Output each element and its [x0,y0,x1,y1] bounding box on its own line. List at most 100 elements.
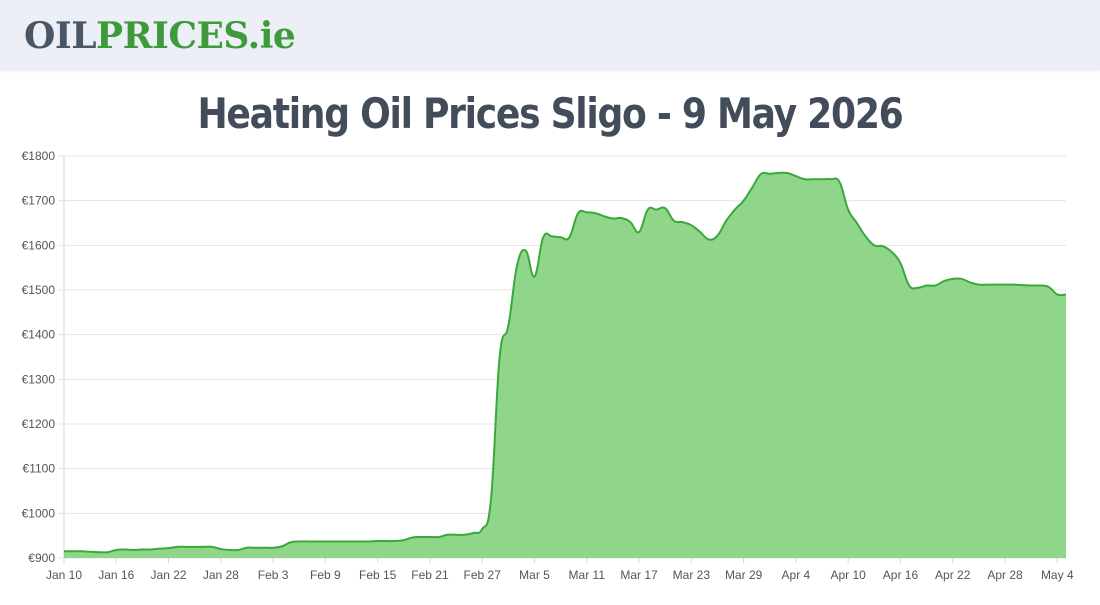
data-point[interactable] [218,546,224,552]
data-point[interactable] [784,170,790,176]
data-point[interactable] [836,179,842,185]
data-point[interactable] [871,242,877,248]
data-point[interactable] [802,176,808,182]
data-point[interactable] [261,545,267,551]
data-point[interactable] [575,210,581,216]
data-point[interactable] [314,538,320,544]
data-point[interactable] [174,544,180,550]
data-point[interactable] [941,278,947,284]
data-point[interactable] [401,537,407,543]
data-point[interactable] [96,549,102,555]
data-point[interactable] [453,532,459,538]
data-point[interactable] [915,285,921,291]
data-point[interactable] [845,207,851,213]
data-point[interactable] [1019,282,1025,288]
data-point[interactable] [810,176,816,182]
data-point[interactable] [157,546,163,552]
data-point[interactable] [444,532,450,538]
data-point[interactable] [697,229,703,235]
data-point[interactable] [671,218,677,224]
data-point[interactable] [322,538,328,544]
data-point[interactable] [392,538,398,544]
data-point[interactable] [192,544,198,550]
data-point[interactable] [976,282,982,288]
data-point[interactable] [122,547,128,553]
data-point[interactable] [514,262,520,268]
data-point[interactable] [566,234,572,240]
data-point[interactable] [932,283,938,289]
data-point[interactable] [688,222,694,228]
data-point[interactable] [854,220,860,226]
data-point[interactable] [723,218,729,224]
data-point[interactable] [592,210,598,216]
data-point[interactable] [549,233,555,239]
data-point[interactable] [880,243,886,249]
data-point[interactable] [889,249,895,255]
data-point[interactable] [410,534,416,540]
data-point[interactable] [863,233,869,239]
data-point[interactable] [741,198,747,204]
data-point[interactable] [993,282,999,288]
data-point[interactable] [183,544,189,550]
data-point[interactable] [523,248,529,254]
data-point[interactable] [436,534,442,540]
data-point[interactable] [958,276,964,282]
data-point[interactable] [1037,283,1043,289]
data-point[interactable] [349,538,355,544]
data-point[interactable] [131,547,137,553]
data-point[interactable] [253,545,259,551]
data-point[interactable] [244,545,250,551]
data-point[interactable] [488,497,494,503]
data-point[interactable] [471,530,477,536]
data-point[interactable] [706,237,712,243]
data-point[interactable] [828,176,834,182]
data-point[interactable] [540,234,546,240]
data-point[interactable] [1046,284,1052,290]
data-point[interactable] [636,229,642,235]
data-point[interactable] [758,171,764,177]
data-point[interactable] [897,260,903,266]
data-point[interactable] [235,547,241,553]
data-point[interactable] [427,534,433,540]
data-point[interactable] [139,547,145,553]
data-point[interactable] [967,279,973,285]
data-point[interactable] [418,534,424,540]
data-point[interactable] [819,176,825,182]
data-point[interactable] [601,213,607,219]
data-point[interactable] [680,219,686,225]
data-point[interactable] [227,547,233,553]
data-point[interactable] [775,170,781,176]
data-point[interactable] [532,274,538,280]
data-point[interactable] [70,548,76,554]
data-point[interactable] [1028,283,1034,289]
data-point[interactable] [296,538,302,544]
data-point[interactable] [148,547,154,553]
data-point[interactable] [924,283,930,289]
data-point[interactable] [366,538,372,544]
data-point[interactable] [619,215,625,221]
data-point[interactable] [462,532,468,538]
data-point[interactable] [1063,291,1069,297]
data-point[interactable] [209,544,215,550]
data-point[interactable] [305,538,311,544]
data-point[interactable] [340,538,346,544]
data-point[interactable] [749,184,755,190]
data-point[interactable] [584,209,590,215]
data-point[interactable] [357,538,363,544]
data-point[interactable] [950,276,956,282]
data-point[interactable] [375,538,381,544]
data-point[interactable] [653,207,659,213]
data-point[interactable] [497,354,503,360]
data-point[interactable] [87,549,93,555]
data-point[interactable] [1002,282,1008,288]
data-point[interactable] [732,207,738,213]
site-logo[interactable]: OILPRICES.ie [24,14,296,58]
data-point[interactable] [383,538,389,544]
data-point[interactable] [627,219,633,225]
data-point[interactable] [270,545,276,551]
data-point[interactable] [166,545,172,551]
data-point[interactable] [279,543,285,549]
data-point[interactable] [714,233,720,239]
data-point[interactable] [1054,291,1060,297]
data-point[interactable] [200,544,206,550]
